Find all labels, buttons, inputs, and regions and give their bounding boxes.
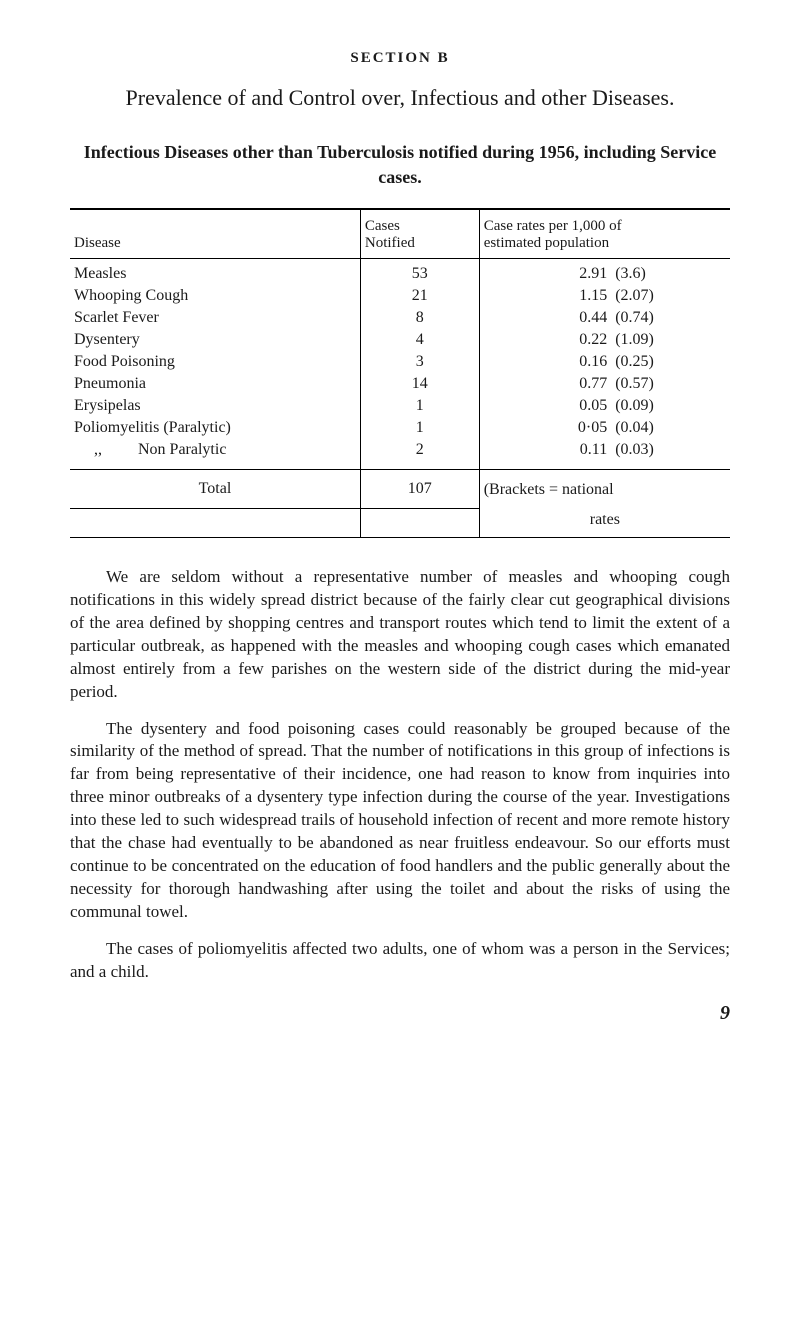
total-row: Total 107 (Brackets = national — [70, 470, 730, 509]
main-title: Prevalence of and Control over, Infectio… — [70, 81, 730, 114]
cell-rate: 0.22 — [479, 329, 611, 351]
total-label: Total — [70, 470, 360, 509]
cell-cases: 1 — [360, 395, 479, 417]
disease-table: Disease Cases Notified Case rates per 1,… — [70, 208, 730, 538]
table-row: ,, Non Paralytic 2 0.11 (0.03) — [70, 439, 730, 470]
cell-cases: 21 — [360, 285, 479, 307]
cell-national: (0.74) — [611, 307, 730, 329]
cell-national: (0.09) — [611, 395, 730, 417]
rates-word: rates — [479, 509, 730, 538]
cell-cases: 14 — [360, 373, 479, 395]
cell-cases: 53 — [360, 259, 479, 286]
sub-title: Infectious Diseases other than Tuberculo… — [70, 140, 730, 190]
table-row: Erysipelas 1 0.05 (0.09) — [70, 395, 730, 417]
cell-national: (1.09) — [611, 329, 730, 351]
th-cases-l1: Cases — [365, 218, 400, 234]
cell-national: (2.07) — [611, 285, 730, 307]
cell-rate: 0.44 — [479, 307, 611, 329]
cell-disease: Food Poisoning — [70, 351, 360, 373]
cell-cases: 8 — [360, 307, 479, 329]
cell-disease: Dysentery — [70, 329, 360, 351]
cell-rate: 0.77 — [479, 373, 611, 395]
cell-disease: Measles — [70, 259, 360, 286]
cell-rate: 0·05 — [479, 417, 611, 439]
cell-disease: Scarlet Fever — [70, 307, 360, 329]
total-brackets: (Brackets = national — [479, 470, 730, 509]
cell-cases: 1 — [360, 417, 479, 439]
cell-rate: 0.11 — [479, 439, 611, 470]
cell-cases: 4 — [360, 329, 479, 351]
total-cases: 107 — [360, 470, 479, 509]
cell-disease: Erysipelas — [70, 395, 360, 417]
cell-national: (0.57) — [611, 373, 730, 395]
table-row: Pneumonia 14 0.77 (0.57) — [70, 373, 730, 395]
cell-rate: 1.15 — [479, 285, 611, 307]
cell-cases: 2 — [360, 439, 479, 470]
cell-disease: Pneumonia — [70, 373, 360, 395]
cell-cases: 3 — [360, 351, 479, 373]
rates-row: rates — [70, 509, 730, 538]
th-cases: Cases Notified — [360, 209, 479, 259]
cell-disease: ,, Non Paralytic — [70, 439, 360, 470]
body-paragraph: The cases of poliomyelitis affected two … — [70, 938, 730, 984]
th-caserates: Case rates per 1,000 of estimated popula… — [479, 209, 730, 259]
table-row: Whooping Cough 21 1.15 (2.07) — [70, 285, 730, 307]
table-row: Measles 53 2.91 (3.6) — [70, 259, 730, 286]
table-row: Scarlet Fever 8 0.44 (0.74) — [70, 307, 730, 329]
cell-national: (0.25) — [611, 351, 730, 373]
th-disease-text: Disease — [74, 235, 121, 251]
th-disease: Disease — [70, 209, 360, 259]
cell-disease: Whooping Cough — [70, 285, 360, 307]
body-paragraph: We are seldom without a representative n… — [70, 566, 730, 704]
th-caserates-l1: Case rates per 1,000 of — [484, 218, 622, 234]
cell-rate: 0.16 — [479, 351, 611, 373]
cell-national: (0.03) — [611, 439, 730, 470]
cell-national: (3.6) — [611, 259, 730, 286]
cell-rate: 2.91 — [479, 259, 611, 286]
cell-rate: 0.05 — [479, 395, 611, 417]
section-label: SECTION B — [70, 50, 730, 67]
table-row: Food Poisoning 3 0.16 (0.25) — [70, 351, 730, 373]
table-row: Poliomyelitis (Paralytic) 1 0·05 (0.04) — [70, 417, 730, 439]
cell-national: (0.04) — [611, 417, 730, 439]
table-row: Dysentery 4 0.22 (1.09) — [70, 329, 730, 351]
page-number: 9 — [70, 1002, 730, 1025]
cell-disease: Poliomyelitis (Paralytic) — [70, 417, 360, 439]
body-paragraph: The dysentery and food poisoning cases c… — [70, 718, 730, 924]
th-cases-l2: Notified — [365, 235, 415, 251]
th-caserates-l2: estimated population — [484, 235, 609, 251]
